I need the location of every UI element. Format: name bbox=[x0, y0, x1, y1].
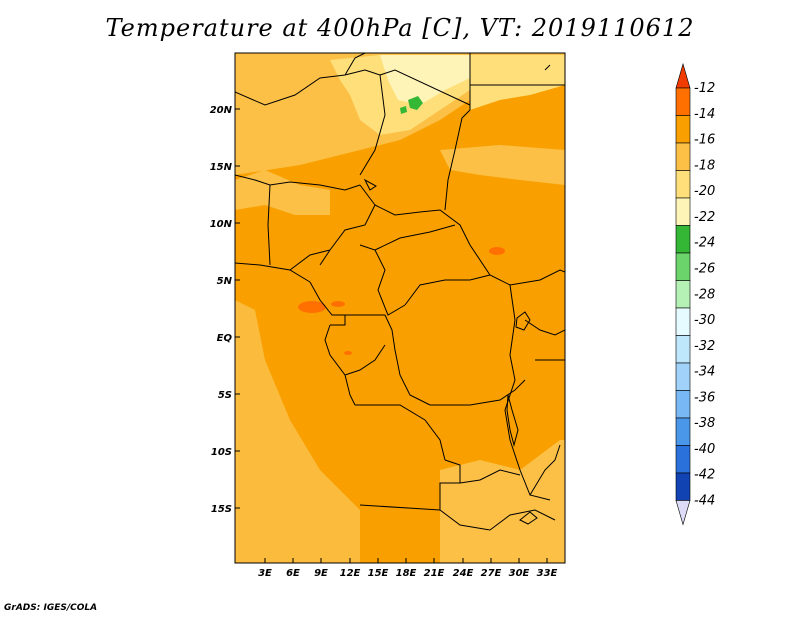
colorbar-label: -32 bbox=[694, 339, 715, 354]
colorbar-label: -40 bbox=[694, 442, 715, 457]
colorbar-label: -30 bbox=[694, 313, 715, 328]
map-title: Temperature at 400hPa [C], VT: 201911061… bbox=[105, 14, 695, 42]
colorbar-label: -16 bbox=[694, 133, 715, 148]
colorbar-swatch bbox=[675, 390, 691, 419]
lat-label-eq: EQ bbox=[217, 333, 233, 344]
colorbar-label: -42 bbox=[694, 468, 715, 483]
colorbar-top-arrow bbox=[675, 62, 691, 89]
field-blob-minus14c bbox=[489, 247, 505, 255]
lon-label-9e: 9E bbox=[314, 568, 328, 579]
lakes bbox=[363, 178, 538, 525]
colorbar: -12 -14 -16 -18 -20 -22 -24 -26 -28 -30 -32 -34 -36 -… bbox=[675, 62, 715, 526]
colorbar-label: -28 bbox=[694, 287, 715, 302]
colorbar-swatch bbox=[675, 87, 691, 116]
lon-label-3e: 3E bbox=[258, 568, 272, 579]
lon-label-6e: 6E bbox=[286, 568, 300, 579]
colorbar-label: -38 bbox=[694, 416, 715, 431]
colorbar-label: -24 bbox=[694, 236, 715, 251]
lon-axis-labels: 3E 6E 9E 12E 15E 18E 21E 24E 27E 30E 33E bbox=[258, 568, 557, 579]
lon-label-15e: 15E bbox=[368, 568, 389, 579]
field-blob-minus14d bbox=[344, 351, 352, 355]
lat-label-15s: 15S bbox=[211, 504, 232, 515]
colorbar-swatch bbox=[675, 280, 691, 309]
temperature-field bbox=[235, 53, 565, 563]
axis-ticks bbox=[235, 108, 548, 563]
field-blob-minus24b bbox=[400, 106, 407, 114]
colorbar-swatch bbox=[675, 445, 691, 474]
colorbar-bottom-arrow bbox=[675, 500, 691, 526]
field-band-minus20b bbox=[470, 55, 565, 110]
lat-label-5s: 5S bbox=[218, 390, 232, 401]
colorbar-swatch bbox=[675, 142, 691, 171]
field-blob-minus14b bbox=[331, 301, 345, 307]
colorbar-label: -12 bbox=[694, 81, 715, 96]
colorbar-swatch bbox=[675, 335, 691, 364]
lat-label-15n: 15N bbox=[210, 162, 233, 173]
colorbar-swatch bbox=[675, 472, 691, 501]
colorbar-label: -36 bbox=[694, 390, 715, 405]
colorbar-swatch bbox=[675, 362, 691, 391]
colorbar-swatch bbox=[675, 417, 691, 446]
colorbar-label: -18 bbox=[694, 158, 715, 173]
lat-label-5n: 5N bbox=[217, 276, 233, 287]
field-blob-minus14a bbox=[298, 301, 326, 313]
colorbar-swatch bbox=[675, 115, 691, 144]
field-band-minus22 bbox=[380, 55, 470, 105]
colorbar-swatch bbox=[675, 307, 691, 336]
country-borders bbox=[235, 53, 565, 531]
colorbar-swatch bbox=[675, 197, 691, 226]
colorbar-label: -44 bbox=[694, 494, 715, 509]
lat-label-10n: 10N bbox=[210, 219, 233, 230]
lon-label-18e: 18E bbox=[396, 568, 417, 579]
lon-label-21e: 21E bbox=[424, 568, 445, 579]
field-band-minus18e bbox=[440, 440, 565, 563]
lat-label-20n: 20N bbox=[210, 105, 233, 116]
lon-label-24e: 24E bbox=[453, 568, 474, 579]
colorbar-swatch bbox=[675, 252, 691, 281]
lon-label-30e: 30E bbox=[509, 568, 530, 579]
colorbar-swatch bbox=[675, 225, 691, 254]
colorbar-label: -22 bbox=[694, 210, 715, 225]
colorbar-swatch bbox=[675, 170, 691, 199]
field-band-minus18f bbox=[235, 300, 360, 563]
lat-axis-labels: 20N 15N 10N 5N EQ 5S 10S 15S bbox=[210, 105, 233, 515]
map-frame bbox=[234, 52, 566, 564]
colorbar-label: -26 bbox=[694, 261, 715, 276]
field-blob-minus24 bbox=[408, 96, 423, 110]
colorbar-label: -34 bbox=[694, 365, 715, 380]
field-band-minus18c bbox=[440, 145, 565, 185]
lon-label-27e: 27E bbox=[481, 568, 502, 579]
colorbar-label: -14 bbox=[694, 107, 715, 122]
lat-label-10s: 10S bbox=[211, 447, 232, 458]
footer-credit: GrADS: IGES/COLA bbox=[4, 603, 98, 613]
lon-label-33e: 33E bbox=[537, 568, 558, 579]
lon-label-12e: 12E bbox=[340, 568, 361, 579]
colorbar-label: -20 bbox=[694, 184, 715, 199]
